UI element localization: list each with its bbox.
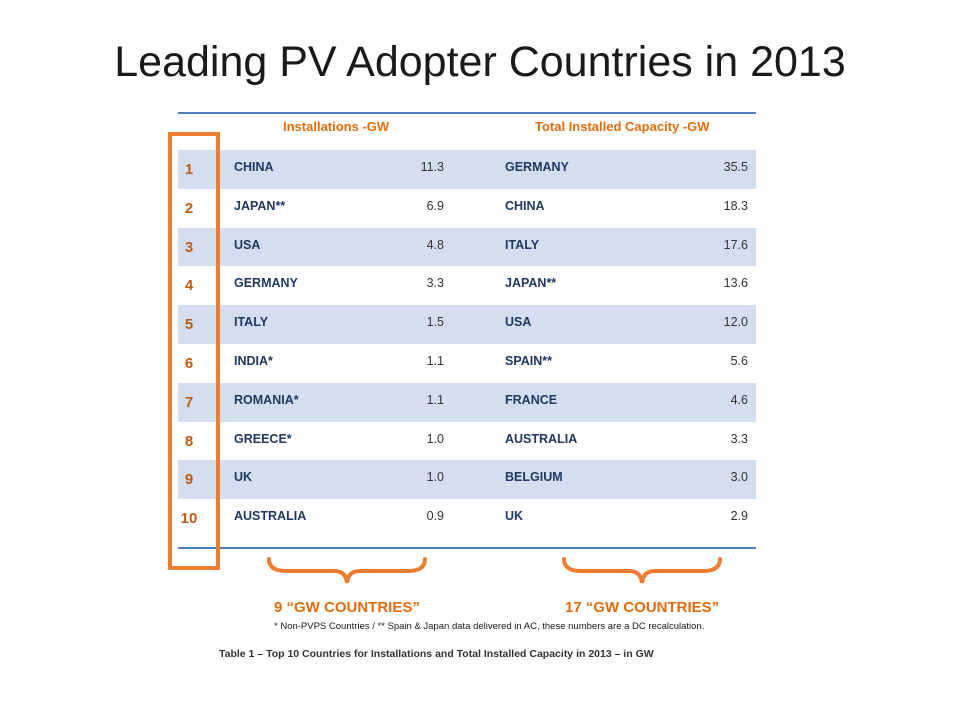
installations-country: UK xyxy=(234,470,253,485)
table-caption: Table 1 – Top 10 Countries for Installat… xyxy=(219,648,654,660)
capacity-country: ITALY xyxy=(505,237,540,252)
installations-value: 6.9 xyxy=(426,198,444,213)
table-row: 3 USA 4.8 ITALY 17.6 xyxy=(178,227,756,267)
installations-value: 1.0 xyxy=(426,470,444,485)
capacity-country: CHINA xyxy=(505,198,545,213)
table-row: 6 INDIA* 1.1 SPAIN** 5.6 xyxy=(178,344,756,383)
capacity-country: BELGIUM xyxy=(505,470,563,485)
table-row: 8 GREECE* 1.0 AUSTRALIA 3.3 xyxy=(178,422,756,461)
rank-number: 1 xyxy=(184,161,194,178)
installations-country: INDIA* xyxy=(234,353,273,368)
table-row: 10 AUSTRALIA 0.9 UK 2.9 xyxy=(178,499,756,538)
capacity-country: FRANCE xyxy=(505,392,558,407)
installations-value: 4.8 xyxy=(426,237,444,252)
installations-value: 1.1 xyxy=(426,353,444,368)
installations-country: GREECE* xyxy=(234,431,292,446)
rank-number: 10 xyxy=(180,510,198,528)
table-bottom-rule xyxy=(178,547,756,549)
capacity-value: 13.6 xyxy=(723,276,748,291)
capacity-country: USA xyxy=(505,315,532,330)
installations-value: 1.5 xyxy=(426,315,444,330)
capacity-value: 17.6 xyxy=(723,237,748,252)
rank-number: 9 xyxy=(184,471,194,489)
capacity-value: 12.0 xyxy=(723,315,748,330)
installations-country: ITALY xyxy=(234,315,269,330)
page-title: Leading PV Adopter Countries in 2013 xyxy=(114,38,846,86)
capacity-value: 3.0 xyxy=(730,470,748,485)
table-row: 7 ROMANIA* 1.1 FRANCE 4.6 xyxy=(178,382,756,422)
right-curly-brace-icon xyxy=(562,557,722,584)
capacity-value: 18.3 xyxy=(723,198,748,213)
ranking-table: 1 CHINA 11.3 GERMANY 35.5 2 JAPAN** 6.9 CHINA 18.… xyxy=(178,150,756,538)
table-row: 4 GERMANY 3.3 JAPAN** 13.6 xyxy=(178,266,756,305)
rank-number: 2 xyxy=(184,199,194,217)
installations-value: 1.1 xyxy=(426,392,444,407)
capacity-country: SPAIN** xyxy=(505,353,553,368)
capacity-value: 2.9 xyxy=(730,509,748,524)
table-row: 1 CHINA 11.3 GERMANY 35.5 xyxy=(178,150,756,189)
rank-highlight-box xyxy=(168,132,220,570)
rank-number: 5 xyxy=(184,316,194,334)
installations-value: 0.9 xyxy=(426,509,444,524)
installations-country: JAPAN** xyxy=(234,198,286,213)
capacity-value: 35.5 xyxy=(723,160,748,174)
installations-column-header: Installations -GW xyxy=(283,119,390,134)
capacity-country: UK xyxy=(505,509,524,524)
installations-country: AUSTRALIA xyxy=(234,509,307,524)
installations-country: CHINA xyxy=(234,160,274,174)
table-row: 9 UK 1.0 BELGIUM 3.0 xyxy=(178,460,756,500)
table-row: 5 ITALY 1.5 USA 12.0 xyxy=(178,305,756,344)
capacity-country: JAPAN** xyxy=(505,276,557,291)
gw-countries-right-label: 17 “GW COUNTRIES” xyxy=(565,599,720,616)
installations-country: USA xyxy=(234,237,261,252)
rank-number: 4 xyxy=(184,277,194,295)
capacity-country: AUSTRALIA xyxy=(505,431,578,446)
installations-value: 1.0 xyxy=(426,431,444,446)
installations-country: ROMANIA* xyxy=(234,392,299,407)
gw-countries-left-label: 9 “GW COUNTRIES” xyxy=(274,599,420,616)
table-top-rule xyxy=(178,112,756,114)
table-footnote: * Non-PVPS Countries / ** Spain & Japan … xyxy=(274,621,705,632)
rank-number: 7 xyxy=(184,393,194,411)
capacity-value: 5.6 xyxy=(730,353,748,368)
table-row: 2 JAPAN** 6.9 CHINA 18.3 xyxy=(178,189,756,228)
installations-value: 11.3 xyxy=(420,160,444,174)
capacity-value: 3.3 xyxy=(730,431,748,446)
left-curly-brace-icon xyxy=(267,557,427,584)
installations-value: 3.3 xyxy=(426,276,444,291)
capacity-value: 4.6 xyxy=(730,392,748,407)
rank-number: 6 xyxy=(184,354,194,372)
capacity-column-header: Total Installed Capacity -GW xyxy=(535,119,710,134)
capacity-country: GERMANY xyxy=(505,160,569,174)
installations-country: GERMANY xyxy=(234,276,298,291)
rank-number: 3 xyxy=(184,238,194,256)
rank-number: 8 xyxy=(184,432,194,450)
